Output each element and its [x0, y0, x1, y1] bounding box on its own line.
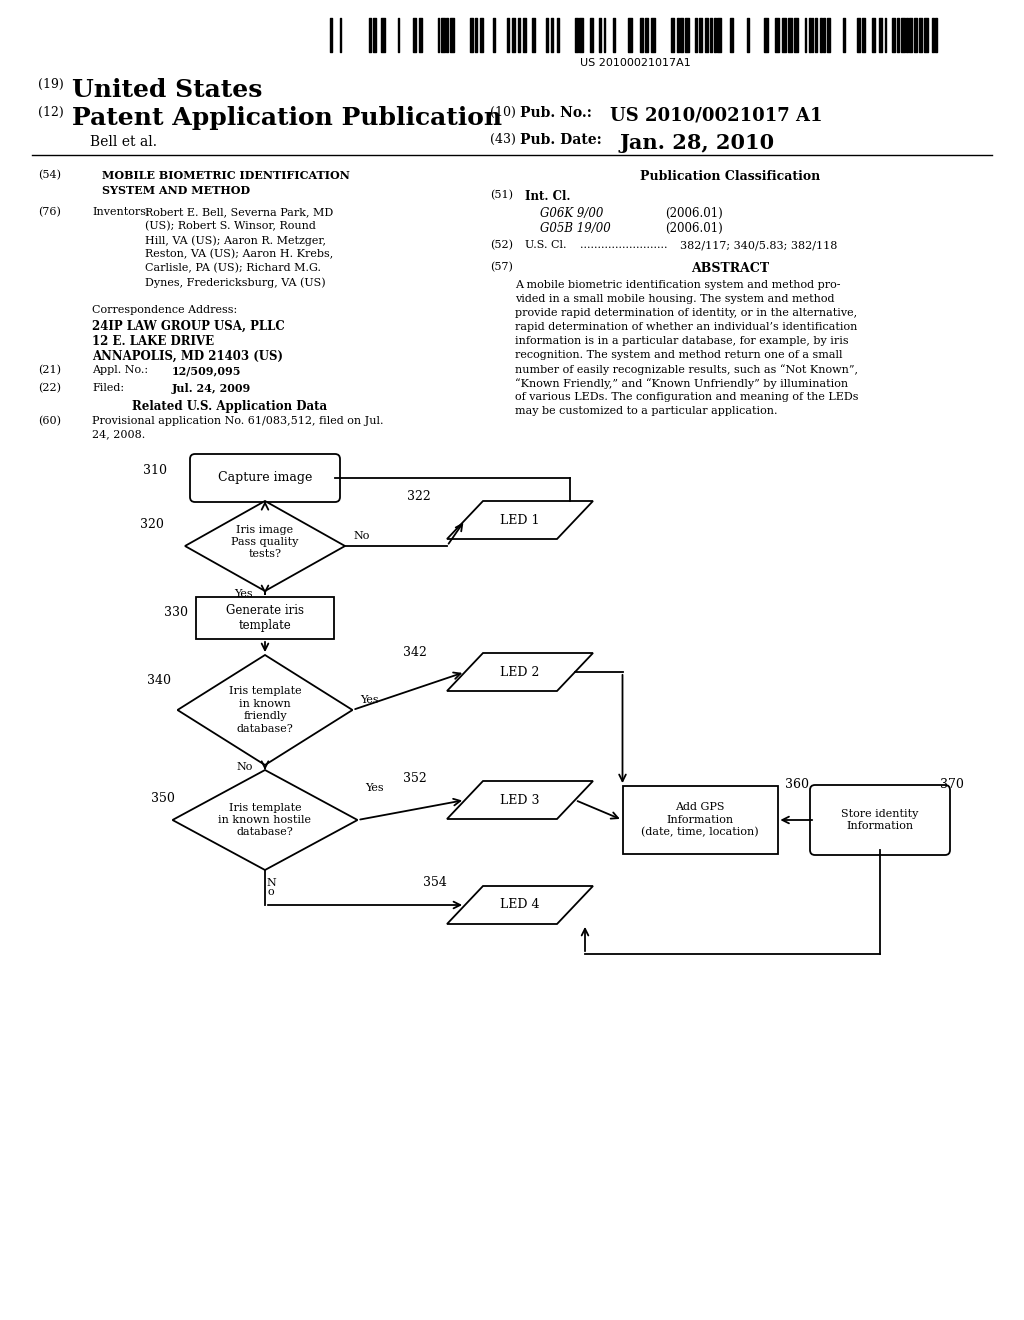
- Text: 342: 342: [403, 645, 427, 659]
- Text: (57): (57): [490, 261, 513, 272]
- Text: Yes: Yes: [366, 783, 384, 793]
- Text: Filed:: Filed:: [92, 383, 124, 393]
- Text: (2006.01): (2006.01): [665, 222, 723, 235]
- Text: provide rapid determination of identity, or in the alternative,: provide rapid determination of identity,…: [515, 308, 857, 318]
- Bar: [196, 597, 334, 639]
- Text: 24IP LAW GROUP USA, PLLC: 24IP LAW GROUP USA, PLLC: [92, 319, 285, 333]
- Text: A mobile biometric identification system and method pro-: A mobile biometric identification system…: [515, 280, 841, 290]
- Text: (2006.01): (2006.01): [665, 207, 723, 220]
- Text: 310: 310: [143, 463, 167, 477]
- Text: (19): (19): [38, 78, 68, 91]
- Text: Carlisle, PA (US); Richard M.G.: Carlisle, PA (US); Richard M.G.: [145, 263, 321, 273]
- FancyBboxPatch shape: [810, 785, 950, 855]
- Text: Appl. No.:: Appl. No.:: [92, 366, 148, 375]
- Text: (60): (60): [38, 416, 61, 426]
- Text: Pub. No.:: Pub. No.:: [520, 106, 592, 120]
- Text: Add GPS
Information
(date, time, location): Add GPS Information (date, time, locatio…: [641, 803, 759, 838]
- Text: LED 2: LED 2: [501, 665, 540, 678]
- Text: Correspondence Address:: Correspondence Address:: [92, 305, 238, 315]
- Polygon shape: [447, 886, 593, 924]
- Text: ANNAPOLIS, MD 21403 (US): ANNAPOLIS, MD 21403 (US): [92, 350, 283, 363]
- Text: 320: 320: [140, 517, 164, 531]
- Text: N
o: N o: [266, 878, 275, 898]
- Bar: [623, 785, 777, 854]
- Text: Provisional application No. 61/083,512, filed on Jul.
24, 2008.: Provisional application No. 61/083,512, …: [92, 416, 384, 440]
- Text: Robert E. Bell, Severna Park, MD: Robert E. Bell, Severna Park, MD: [145, 207, 333, 216]
- Text: Related U.S. Application Data: Related U.S. Application Data: [132, 400, 328, 413]
- Text: Jul. 24, 2009: Jul. 24, 2009: [172, 383, 251, 393]
- Text: 330: 330: [164, 606, 188, 619]
- Text: 370: 370: [940, 779, 964, 792]
- Text: Capture image: Capture image: [218, 471, 312, 484]
- Text: Bell et al.: Bell et al.: [90, 135, 157, 149]
- Text: US 20100021017A1: US 20100021017A1: [580, 58, 690, 69]
- Text: (43): (43): [490, 133, 516, 147]
- Text: Dynes, Fredericksburg, VA (US): Dynes, Fredericksburg, VA (US): [145, 277, 326, 288]
- Text: No: No: [353, 531, 370, 541]
- Text: Hill, VA (US); Aaron R. Metzger,: Hill, VA (US); Aaron R. Metzger,: [145, 235, 326, 246]
- Polygon shape: [177, 655, 352, 766]
- Text: Int. Cl.: Int. Cl.: [525, 190, 570, 203]
- Text: Iris image
Pass quality
tests?: Iris image Pass quality tests?: [231, 524, 299, 560]
- Text: 12/509,095: 12/509,095: [172, 366, 242, 376]
- Text: Pub. Date:: Pub. Date:: [520, 133, 602, 147]
- Text: Iris template
in known hostile
database?: Iris template in known hostile database?: [218, 803, 311, 837]
- Text: Patent Application Publication: Patent Application Publication: [72, 106, 502, 129]
- Text: rapid determination of whether an individual’s identification: rapid determination of whether an indivi…: [515, 322, 857, 333]
- Text: LED 4: LED 4: [501, 899, 540, 912]
- Text: MOBILE BIOMETRIC IDENTIFICATION
SYSTEM AND METHOD: MOBILE BIOMETRIC IDENTIFICATION SYSTEM A…: [102, 170, 350, 197]
- Text: (10): (10): [490, 106, 516, 119]
- Text: Reston, VA (US); Aaron H. Krebs,: Reston, VA (US); Aaron H. Krebs,: [145, 249, 333, 259]
- Text: (51): (51): [490, 190, 513, 201]
- Text: 340: 340: [147, 673, 171, 686]
- Text: ABSTRACT: ABSTRACT: [691, 261, 769, 275]
- Text: G05B 19/00: G05B 19/00: [540, 222, 610, 235]
- Text: 352: 352: [403, 771, 427, 784]
- Text: G06K 9/00: G06K 9/00: [540, 207, 603, 220]
- Text: (22): (22): [38, 383, 61, 393]
- Text: Iris template
in known
friendly
database?: Iris template in known friendly database…: [228, 686, 301, 734]
- Text: No: No: [237, 763, 253, 772]
- Text: Store identity
Information: Store identity Information: [842, 809, 919, 832]
- Text: Generate iris
template: Generate iris template: [226, 603, 304, 632]
- Text: 382/117; 340/5.83; 382/118: 382/117; 340/5.83; 382/118: [680, 240, 838, 249]
- Text: Jan. 28, 2010: Jan. 28, 2010: [620, 133, 775, 153]
- Text: United States: United States: [72, 78, 262, 102]
- Polygon shape: [447, 781, 593, 818]
- Polygon shape: [447, 502, 593, 539]
- Polygon shape: [185, 502, 345, 591]
- Text: (US); Robert S. Winsor, Round: (US); Robert S. Winsor, Round: [145, 220, 315, 231]
- Text: U.S. Cl.: U.S. Cl.: [525, 240, 566, 249]
- Text: Yes: Yes: [360, 696, 379, 705]
- Text: Publication Classification: Publication Classification: [640, 170, 820, 183]
- Text: 354: 354: [423, 876, 446, 890]
- Text: US 2010/0021017 A1: US 2010/0021017 A1: [610, 106, 822, 124]
- Text: LED 3: LED 3: [501, 793, 540, 807]
- Text: (52): (52): [490, 240, 513, 251]
- Polygon shape: [447, 653, 593, 690]
- Text: Yes: Yes: [234, 589, 253, 599]
- Polygon shape: [172, 770, 357, 870]
- Text: 12 E. LAKE DRIVE: 12 E. LAKE DRIVE: [92, 335, 214, 348]
- Text: of various LEDs. The configuration and meaning of the LEDs: of various LEDs. The configuration and m…: [515, 392, 858, 403]
- Text: 322: 322: [407, 490, 431, 503]
- Text: LED 1: LED 1: [501, 513, 540, 527]
- Text: vided in a small mobile housing. The system and method: vided in a small mobile housing. The sys…: [515, 294, 835, 304]
- FancyBboxPatch shape: [190, 454, 340, 502]
- Text: 360: 360: [785, 779, 810, 792]
- Text: information is in a particular database, for example, by iris: information is in a particular database,…: [515, 337, 849, 346]
- Text: Inventors:: Inventors:: [92, 207, 150, 216]
- Text: .........................: .........................: [580, 240, 668, 249]
- Text: (76): (76): [38, 207, 60, 218]
- Text: number of easily recognizable results, such as “Not Known”,: number of easily recognizable results, s…: [515, 364, 858, 375]
- Text: may be customized to a particular application.: may be customized to a particular applic…: [515, 407, 777, 416]
- Text: (12): (12): [38, 106, 68, 119]
- Text: (54): (54): [38, 170, 61, 181]
- Text: (21): (21): [38, 366, 61, 375]
- Text: “Known Friendly,” and “Known Unfriendly” by illumination: “Known Friendly,” and “Known Unfriendly”…: [515, 378, 848, 389]
- Text: 350: 350: [151, 792, 174, 804]
- Text: recognition. The system and method return one of a small: recognition. The system and method retur…: [515, 350, 843, 360]
